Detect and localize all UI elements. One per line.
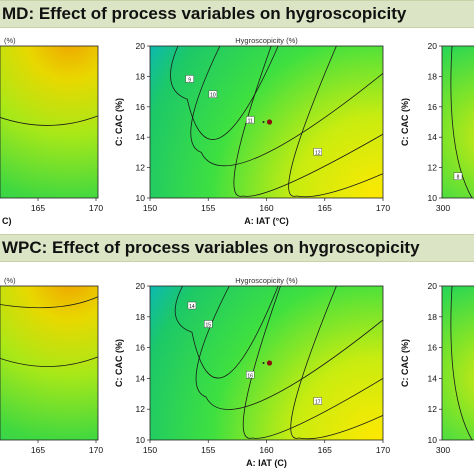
y-tick-label: 14: [428, 132, 438, 142]
y-tick-label: 12: [428, 404, 438, 414]
plot-area: [149, 285, 384, 441]
md-left-partial-chart: (%) 165 170 C): [0, 36, 103, 226]
chart-title: Hygroscopicity (%): [235, 276, 298, 285]
contour-line: [233, 45, 384, 197]
md-center-contour-chart: 9 10 11 12 150 155 160 165 170 10 12 14 16 18 20 Hygros…: [114, 36, 390, 226]
contour-label-box: [187, 301, 197, 310]
y-axis-label: C: CAC (%): [400, 98, 410, 146]
contour-label: 16: [247, 373, 253, 379]
x-tick-label: 160: [259, 445, 273, 455]
wpc-right-partial-chart: 10 12 14 16 18 20 C: CAC (%) 300: [400, 281, 474, 455]
x-tick-label: 150: [143, 203, 157, 213]
contour-label: 15: [205, 323, 211, 329]
y-tick-label: 20: [136, 41, 146, 51]
partial-plot-area: [441, 285, 474, 441]
contour-label-box: [185, 75, 194, 83]
contour-line: [195, 285, 384, 410]
x-tick-label: 165: [31, 203, 45, 213]
design-point-marker: [262, 121, 265, 123]
contour-label-box: [204, 320, 213, 328]
design-point: [266, 360, 273, 366]
x-tick-label: 165: [318, 445, 332, 455]
contour-line: [0, 356, 99, 367]
contour-line: [242, 285, 384, 439]
y-tick-label: 10: [428, 435, 438, 445]
y-tick-label: 20: [428, 41, 438, 51]
y-tick-label: 12: [136, 404, 146, 414]
x-axis-label: A: IAT (C): [246, 458, 287, 468]
x-tick-label: 170: [89, 445, 103, 455]
contour-line: [190, 45, 384, 167]
y-tick-label: 16: [428, 102, 438, 112]
y-tick-label: 20: [428, 281, 438, 291]
y-tick-label: 14: [136, 373, 146, 383]
contour-label-box: [313, 148, 322, 156]
y-tick-label: 10: [428, 193, 438, 203]
contour-label: 17: [315, 400, 321, 406]
y-tick-label: 14: [428, 373, 438, 383]
contour-line: [290, 285, 384, 440]
x-tick-label: 165: [318, 203, 332, 213]
contour-line: [170, 45, 279, 140]
x-tick-label: 170: [89, 203, 103, 213]
contour-line: [174, 285, 279, 379]
y-tick-label: 18: [136, 71, 146, 81]
wpc-banner-title: WPC: Effect of process variables on hygr…: [2, 238, 420, 257]
design-point: [266, 119, 273, 125]
y-tick-label: 16: [428, 343, 438, 353]
x-axis-label-fragment: C): [2, 216, 12, 226]
x-tick-label: 300: [436, 445, 450, 455]
y-tick-label: 18: [428, 71, 438, 81]
x-tick-label: 150: [143, 445, 157, 455]
contour-line: [450, 45, 473, 199]
contour-line: [288, 45, 384, 198]
y-tick-label: 18: [428, 312, 438, 322]
contour-line: [0, 296, 99, 309]
plot-area: [149, 45, 384, 199]
contour-line: [450, 285, 473, 441]
partial-title: (%): [4, 276, 16, 285]
contour-line: [0, 115, 99, 126]
wpc-center-contour-chart: 14 15 16 17 150 155 160 165 170 10 12 14 16 18 20 Hygro…: [114, 276, 390, 468]
x-tick-label: 170: [376, 203, 390, 213]
contour-label: 12: [315, 150, 321, 156]
contour-label-box: [208, 90, 218, 98]
x-tick-label: 155: [201, 445, 215, 455]
y-axis-label: C: CAC (%): [114, 339, 124, 387]
wpc-left-partial-chart: (%) 165 170: [0, 276, 103, 455]
y-tick-label: 18: [136, 312, 146, 322]
x-tick-label: 300: [436, 203, 450, 213]
contour-label: 10: [210, 93, 216, 99]
contour-label: 8: [457, 175, 460, 181]
y-tick-label: 16: [136, 343, 146, 353]
wpc-banner: WPC: Effect of process variables on hygr…: [0, 234, 474, 262]
y-tick-label: 12: [428, 163, 438, 173]
y-tick-label: 14: [136, 132, 146, 142]
contour-label: 14: [189, 304, 195, 310]
y-tick-label: 10: [136, 193, 146, 203]
chart-title: Hygroscopicity (%): [235, 36, 298, 45]
md-banner: MD: Effect of process variables on hygro…: [0, 0, 474, 28]
y-tick-label: 20: [136, 281, 146, 291]
x-tick-label: 170: [376, 445, 390, 455]
y-tick-label: 10: [136, 435, 146, 445]
x-tick-label: 160: [259, 203, 273, 213]
x-tick-label: 165: [31, 445, 45, 455]
partial-title: (%): [4, 36, 16, 45]
contour-label-box: [245, 116, 255, 124]
y-tick-label: 12: [136, 163, 146, 173]
md-right-partial-chart: 10 12 14 16 18 20 C: CAC (%) 300 8: [400, 41, 474, 213]
contour-label: 9: [188, 77, 191, 83]
y-tick-label: 16: [136, 102, 146, 112]
md-banner-title: MD: Effect of process variables on hygro…: [2, 4, 407, 23]
contour-label-box: [245, 371, 255, 379]
contour-label-box: [453, 172, 463, 180]
x-tick-label: 155: [201, 203, 215, 213]
contour-label-box: [313, 397, 322, 405]
x-axis-label: A: IAT (°C): [244, 216, 288, 226]
y-axis-label: C: CAC (%): [400, 339, 410, 387]
y-axis-label: C: CAC (%): [114, 98, 124, 146]
contour-label: 11: [248, 118, 253, 124]
design-point-marker: [262, 362, 265, 364]
